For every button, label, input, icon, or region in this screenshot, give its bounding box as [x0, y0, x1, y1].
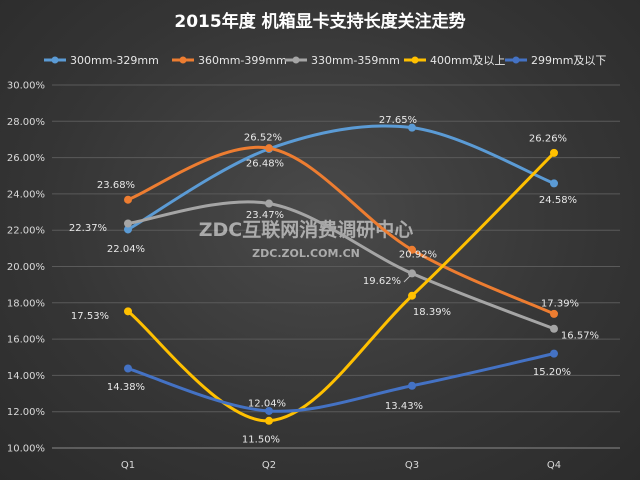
- y-axis: 10.00% 12.00% 14.00% 16.00% 18.00% 20.00% 22.0…: [7, 81, 45, 455]
- y-tick-label: 28.00%: [7, 117, 45, 128]
- data-label: 17.39%: [541, 298, 579, 309]
- y-tick-label: 20.00%: [7, 262, 45, 273]
- x-tick-label: Q1: [121, 460, 135, 471]
- y-tick-label: 26.00%: [7, 153, 45, 164]
- legend-entry: 299mm及以下: [531, 54, 606, 67]
- legend-entry: 330mm-359mm: [311, 54, 400, 67]
- data-label: 20.92%: [399, 249, 437, 260]
- data-label: 14.38%: [107, 382, 145, 393]
- data-point: [265, 406, 273, 415]
- legend-swatch-marker: [51, 56, 59, 64]
- series-line: [126, 145, 556, 316]
- data-point: [124, 219, 132, 228]
- legend-entry: 400mm及以上: [430, 54, 505, 67]
- series-line: [126, 352, 556, 413]
- legend-entry: 360mm-399mm: [198, 54, 287, 67]
- x-tick-label: Q4: [547, 460, 561, 471]
- data-label: 26.26%: [529, 133, 567, 144]
- legend-swatch-marker: [292, 56, 300, 64]
- legend: 300mm-329mm 360mm-399mm 330mm-359mm 400mm及以…: [44, 54, 606, 67]
- series-lines: [124, 123, 558, 425]
- data-label: 11.50%: [242, 434, 280, 445]
- y-tick-label: 16.00%: [7, 335, 45, 346]
- legend-swatch-marker: [512, 56, 520, 64]
- data-point: [265, 144, 273, 153]
- data-point: [124, 195, 132, 204]
- data-point: [124, 307, 132, 316]
- data-labels: 22.04% 26.48% 27.65% 24.58% 23.68% 26.52% 20.9…: [69, 115, 599, 445]
- legend-swatch-marker: [411, 56, 419, 64]
- y-tick-label: 18.00%: [7, 298, 45, 309]
- y-tick-label: 24.00%: [7, 189, 45, 200]
- data-label: 12.04%: [248, 398, 286, 409]
- y-tick-label: 30.00%: [7, 81, 45, 92]
- x-axis: Q1 Q2 Q3 Q4: [121, 460, 561, 471]
- data-point: [265, 416, 273, 425]
- watermark-sub: ZDC.ZOL.COM.CN: [252, 247, 360, 260]
- x-tick-label: Q3: [405, 460, 419, 471]
- data-label: 26.48%: [246, 158, 284, 169]
- y-tick-label: 14.00%: [7, 371, 45, 382]
- legend-swatch-marker: [179, 56, 187, 64]
- watermark: ZDC互联网消费调研中心 ZDC.ZOL.COM.CN: [199, 218, 414, 260]
- data-point: [408, 381, 416, 390]
- data-label: 22.04%: [107, 244, 145, 255]
- watermark-main: ZDC互联网消费调研中心: [199, 218, 414, 241]
- data-point: [408, 123, 416, 132]
- data-label: 23.47%: [246, 210, 284, 221]
- data-point: [550, 179, 558, 188]
- data-point: [408, 269, 416, 278]
- data-label: 27.65%: [379, 115, 417, 126]
- data-label: 16.57%: [561, 330, 599, 341]
- data-label: 15.20%: [533, 367, 571, 378]
- data-point: [408, 245, 416, 254]
- data-label: 22.37%: [69, 223, 107, 234]
- series-line: [126, 151, 556, 423]
- data-label: 18.39%: [413, 307, 451, 318]
- data-point: [550, 148, 558, 157]
- data-point: [550, 349, 558, 358]
- data-point: [124, 364, 132, 373]
- data-label: 17.53%: [71, 311, 109, 322]
- chart-title: 2015年度 机箱显卡支持长度关注走势: [174, 11, 465, 32]
- series-line: [126, 124, 556, 231]
- series-line: [126, 200, 556, 331]
- data-label: 24.58%: [539, 195, 577, 206]
- x-tick-label: Q2: [262, 460, 276, 471]
- data-point: [408, 291, 416, 300]
- data-point: [550, 324, 558, 333]
- data-label: 23.68%: [97, 180, 135, 191]
- y-tick-label: 22.00%: [7, 226, 45, 237]
- y-tick-label: 12.00%: [7, 407, 45, 418]
- data-label: 26.52%: [244, 133, 282, 144]
- legend-entry: 300mm-329mm: [70, 54, 159, 67]
- data-point: [124, 225, 132, 234]
- data-label: 19.62%: [363, 276, 401, 287]
- label-leader-line: [403, 275, 411, 283]
- data-label: 13.43%: [385, 401, 423, 412]
- data-point: [265, 199, 273, 208]
- data-point: [550, 309, 558, 318]
- y-tick-label: 10.00%: [7, 444, 45, 455]
